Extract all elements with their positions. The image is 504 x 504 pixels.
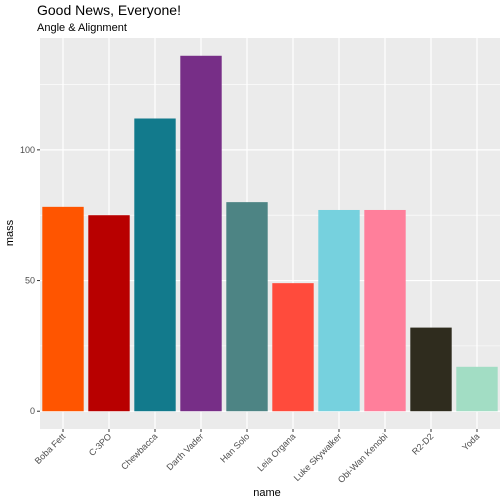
x-axis-title: name xyxy=(253,487,281,499)
y-axis-title: mass xyxy=(4,219,16,246)
x-tick-label: R2-D2 xyxy=(410,431,435,456)
chart-subtitle: Angle & Alignment xyxy=(37,22,127,34)
bar xyxy=(272,283,314,412)
x-tick-label: Leia Organa xyxy=(255,431,297,473)
bar xyxy=(410,327,452,412)
y-tick-label: 100 xyxy=(20,145,35,155)
x-tick-label: Han Solo xyxy=(218,431,251,464)
x-tick-label: Yoda xyxy=(460,431,481,452)
x-tick-label: Obi-Wan Kenobi xyxy=(336,431,390,485)
bar xyxy=(318,209,360,412)
y-tick-label: 50 xyxy=(25,276,35,286)
x-tick-label: Darth Vader xyxy=(165,431,206,472)
bar xyxy=(134,118,176,412)
bar xyxy=(88,215,130,412)
y-axis: 0 50 100 xyxy=(20,145,40,416)
x-tick-label: Boba Fett xyxy=(33,431,68,466)
x-tick-label: C-3PO xyxy=(87,431,114,458)
x-tick-label: Chewbacca xyxy=(119,431,159,471)
bar xyxy=(42,206,84,412)
bar xyxy=(180,55,222,412)
chart-title: Good News, Everyone! xyxy=(37,2,181,18)
bar xyxy=(364,209,406,412)
bars xyxy=(42,55,498,412)
bar xyxy=(226,202,268,412)
bar xyxy=(456,366,498,412)
y-tick-label: 0 xyxy=(30,406,35,416)
x-tick-label: Luke Skywalker xyxy=(292,431,344,483)
x-axis: Boba Fett C-3PO Chewbacca Darth Vader Han So… xyxy=(33,429,481,485)
